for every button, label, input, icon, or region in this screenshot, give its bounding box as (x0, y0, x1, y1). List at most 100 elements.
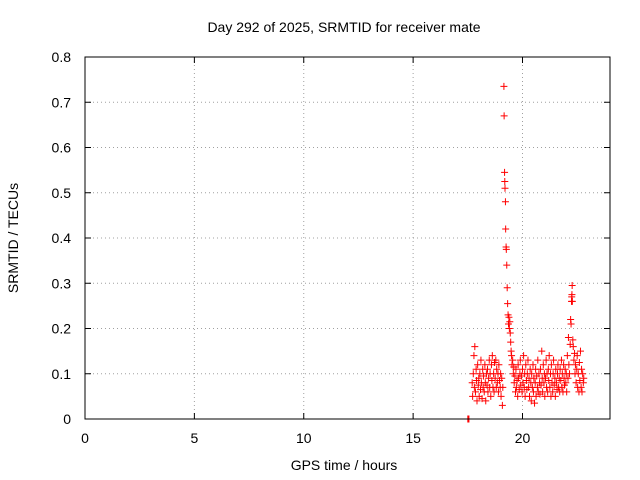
x-tick-label: 10 (296, 430, 312, 446)
data-point (506, 318, 514, 326)
data-point (531, 399, 539, 407)
y-tick-label: 0.7 (52, 94, 72, 110)
data-point (550, 356, 558, 364)
x-axis-label: GPS time / hours (291, 457, 398, 473)
data-point (579, 370, 587, 378)
data-point (542, 356, 550, 364)
data-point (522, 361, 530, 369)
data-point (481, 361, 489, 369)
data-point (545, 352, 553, 360)
data-point (474, 361, 482, 369)
y-tick-label: 0.8 (52, 49, 72, 65)
data-point (491, 374, 499, 382)
data-point (526, 392, 533, 400)
data-point (578, 388, 586, 396)
data-point (541, 392, 549, 400)
data-point (485, 356, 493, 364)
data-point (500, 82, 508, 90)
data-point (484, 388, 492, 396)
data-point (509, 356, 517, 364)
data-point (505, 313, 513, 321)
axis-ticks: 0 5 10 15 20 0 0.1 0.2 0.3 0.4 0.5 0.6 0.7 0.8 (52, 49, 610, 446)
data-point (471, 343, 479, 351)
data-point (470, 383, 478, 391)
data-point (580, 374, 588, 382)
data-point (488, 352, 496, 360)
y-tick-label: 0.2 (52, 321, 72, 337)
data-point (569, 343, 577, 351)
data-point (476, 370, 484, 378)
data-point (577, 383, 585, 391)
data-point (524, 356, 532, 364)
data-point (514, 392, 522, 400)
data-point (539, 361, 547, 369)
data-point (505, 325, 513, 332)
data-point (518, 388, 526, 396)
data-point (502, 245, 510, 253)
data-point (469, 370, 477, 378)
data-point (563, 388, 571, 396)
data-point (569, 336, 577, 344)
data-point (529, 361, 537, 369)
data-point (495, 361, 503, 369)
data-point (564, 334, 572, 342)
data-point (514, 361, 522, 369)
data-point (528, 370, 536, 378)
data-point (492, 356, 500, 364)
data-point (469, 392, 477, 400)
data-point (532, 392, 540, 400)
data-point (561, 365, 569, 373)
data-point (475, 374, 483, 382)
y-tick-label: 0.3 (52, 275, 72, 291)
data-points (464, 82, 588, 423)
data-point (576, 347, 584, 355)
data-point (478, 395, 486, 403)
data-point (571, 361, 579, 369)
data-point (540, 379, 548, 387)
data-point (573, 352, 581, 360)
data-point (538, 347, 546, 355)
data-point (508, 352, 516, 360)
data-point (500, 112, 508, 120)
data-point (501, 168, 509, 176)
y-tick-label: 0 (63, 411, 71, 427)
data-point (519, 365, 526, 373)
data-point (493, 365, 501, 373)
data-point (503, 261, 511, 269)
data-point (567, 320, 575, 328)
data-point (572, 379, 580, 387)
data-point (536, 365, 544, 373)
data-point (565, 361, 573, 369)
data-point (468, 379, 476, 387)
data-point (482, 397, 490, 405)
data-point (511, 372, 519, 380)
y-tick-label: 0.5 (52, 185, 72, 201)
data-point (494, 388, 502, 396)
data-point (568, 291, 576, 299)
data-point (520, 352, 528, 360)
data-point (501, 177, 509, 185)
data-point (568, 282, 576, 290)
data-point (549, 388, 557, 396)
data-point (563, 352, 571, 360)
data-point (471, 388, 479, 396)
x-tick-label: 20 (515, 430, 531, 446)
data-point (479, 383, 487, 391)
y-axis-label: SRMTID / TECUs (5, 183, 21, 293)
data-point (570, 356, 578, 364)
data-point (484, 365, 491, 373)
data-point (497, 370, 505, 378)
data-point (562, 379, 570, 387)
data-point (498, 401, 506, 409)
data-point (575, 358, 583, 366)
data-point (501, 198, 509, 206)
data-point (547, 361, 555, 369)
x-tick-label: 15 (405, 430, 421, 446)
y-tick-label: 0.1 (52, 366, 72, 382)
data-point (533, 383, 541, 391)
data-point (499, 383, 507, 391)
x-tick-label: 5 (190, 430, 198, 446)
data-point (568, 297, 576, 305)
data-point (470, 352, 478, 360)
